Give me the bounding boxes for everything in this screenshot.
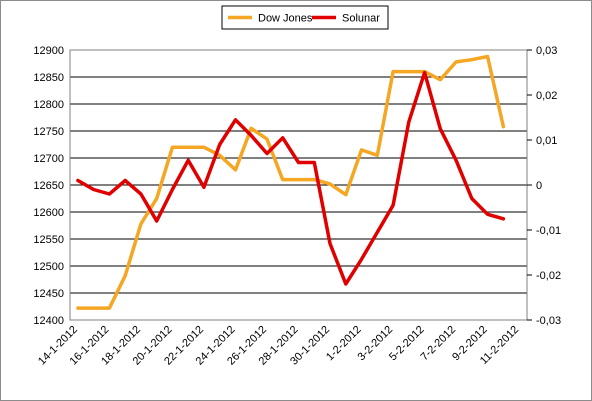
y-left-tick-label: 12400 [33, 315, 64, 327]
y-left-tick-label: 12650 [33, 180, 64, 192]
series-line-dow-jones [76, 54, 506, 310]
y-left-tick-label: 12500 [33, 261, 64, 273]
y-left-tick-label: 12850 [33, 72, 64, 84]
y-right-tick-label: 0,02 [536, 90, 557, 102]
series-line-solunar [76, 70, 506, 286]
y-right-tick-label: 0 [536, 180, 542, 192]
y-right-tick-label: -0,02 [536, 270, 561, 282]
legend [221, 5, 389, 30]
y-left-tick-label: 12800 [33, 99, 64, 111]
y-right-tick-label: 0,01 [536, 135, 557, 147]
y-left-tick-label: 12700 [33, 153, 64, 165]
legend-label-dow-jones: Dow Jones [258, 13, 313, 25]
y-left-tick-label: 12900 [33, 45, 64, 57]
y-left-tick-label: 12600 [33, 207, 64, 219]
y-left-tick-label: 12450 [33, 288, 64, 300]
y-right-tick-label: 0,03 [536, 45, 557, 57]
y-left-tick-label: 12750 [33, 126, 64, 138]
y-right-tick-label: -0,03 [536, 315, 561, 327]
y-right-tick-label: -0,01 [536, 225, 561, 237]
legend-label-solunar: Solunar [342, 13, 380, 25]
y-left-tick-label: 12550 [33, 234, 64, 246]
